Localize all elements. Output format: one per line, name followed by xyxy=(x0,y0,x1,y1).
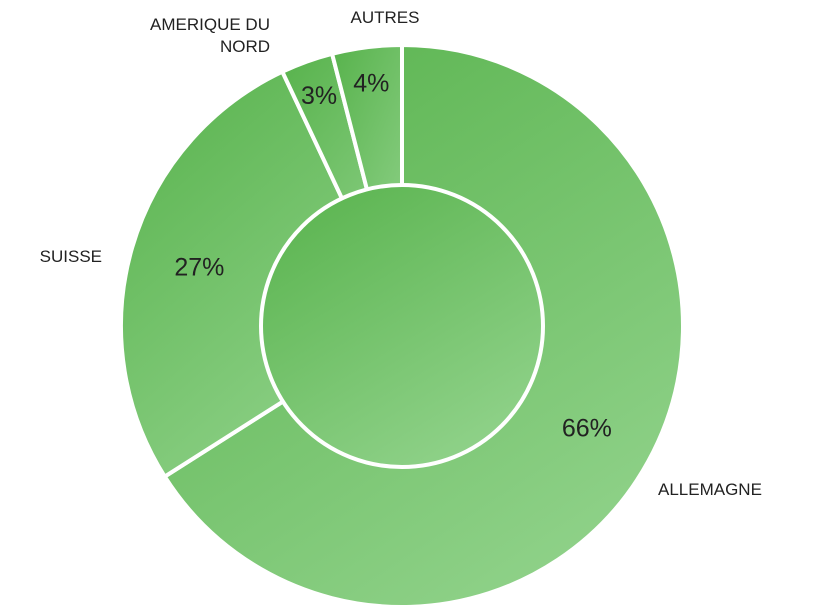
value-label: 3% xyxy=(301,82,337,110)
value-label: 27% xyxy=(174,254,224,282)
category-label: ALLEMAGNE xyxy=(658,480,762,499)
category-label: AMERIQUE DU NORD xyxy=(150,15,270,56)
donut-hole xyxy=(259,183,545,469)
value-label: 66% xyxy=(562,414,612,442)
value-label: 4% xyxy=(353,70,389,98)
category-label: SUISSE xyxy=(39,247,102,266)
category-label: AUTRES xyxy=(350,8,420,27)
donut-slice xyxy=(119,69,405,480)
